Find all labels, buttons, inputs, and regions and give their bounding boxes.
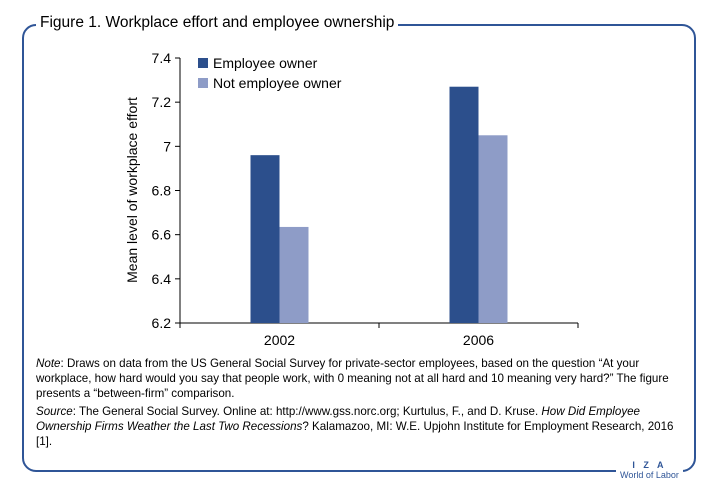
y-tick-label: 6.2 [152,315,172,331]
y-axis-label: Mean level of workplace effort [124,97,140,283]
bar-chart: 6.2 6.4 6.6 6.8 7 7.2 7.4 2002 2006 Employee ow… [124,50,579,348]
iza-logo-mark: I Z A [632,460,667,470]
iza-logo-text: World of Labor [620,470,679,480]
y-tick-label: 7 [163,138,171,154]
x-axis: 2002 2006 [179,322,579,348]
x-tick-label: 2002 [264,332,295,348]
iza-logo: I Z A World of Labor [616,460,683,480]
bar-2002-not-employee-owner [279,226,309,323]
source: Source: The General Social Survey. Onlin… [36,404,686,449]
legend-label: Not employee owner [213,75,342,91]
source-label: Source [36,405,73,418]
y-tick-label: 6.4 [152,271,172,287]
source-text-end: ? Kalamazoo, MI: W.E. Upjohn Institute f… [36,420,674,448]
bars [250,86,508,323]
y-tick-label: 6.6 [152,227,172,243]
note: Note: Draws on data from the US General … [36,356,686,401]
y-axis: 6.2 6.4 6.6 6.8 7 7.2 7.4 [152,50,181,331]
y-tick-label: 7.2 [152,94,172,110]
bar-2006-not-employee-owner [478,135,508,323]
source-text: : The General Social Survey. Online at: … [72,405,542,418]
legend-label: Employee owner [213,55,318,71]
source-title: How Did Employee Ownership Firms Weather… [36,405,641,433]
bar-2006-employee-owner [449,86,479,323]
legend-swatch [198,58,208,68]
note-label: Note [36,357,61,370]
legend: Employee owner Not employee owner [198,55,342,91]
legend-swatch [198,78,208,88]
bar-2002-employee-owner [250,155,280,323]
y-tick-label: 7.4 [152,50,172,66]
x-tick-label: 2006 [463,332,494,348]
figure-title: Figure 1. Workplace effort and employee … [36,14,399,32]
note-text: : Draws on data from the US General Soci… [36,357,669,400]
y-tick-label: 6.8 [152,183,172,199]
